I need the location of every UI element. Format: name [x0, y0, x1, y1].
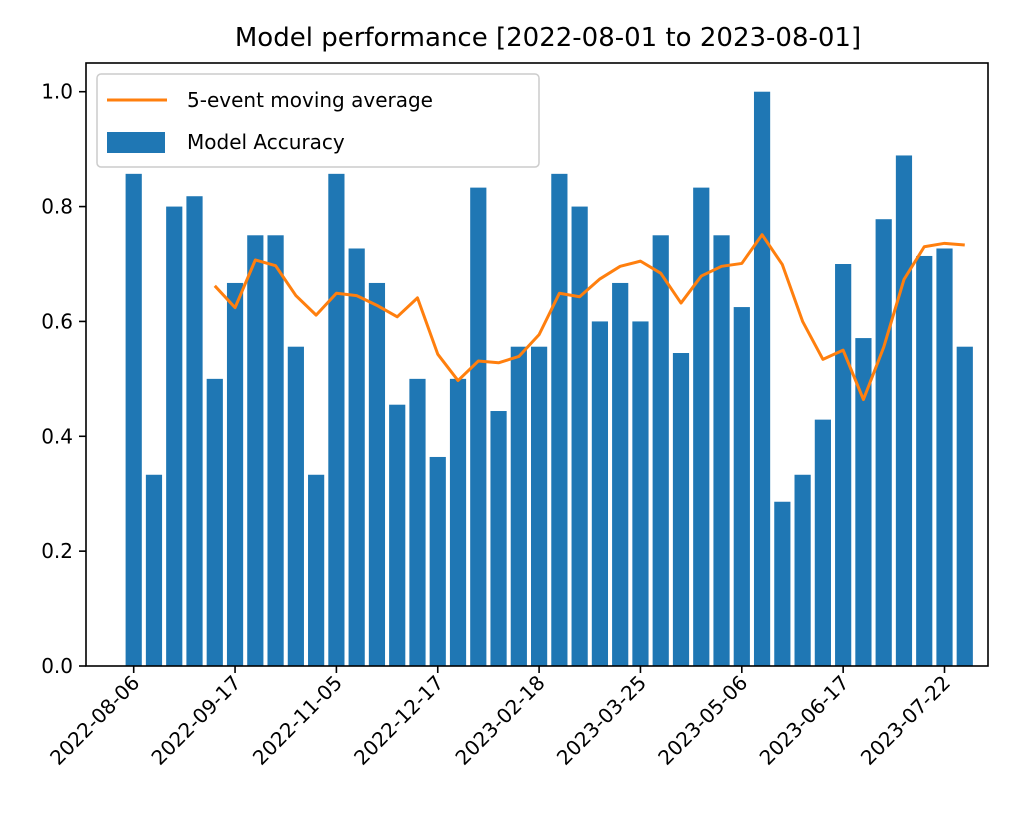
y-tick-label: 0.0 [41, 654, 73, 678]
bar [287, 346, 304, 666]
y-tick-label: 0.6 [41, 309, 73, 333]
bar [632, 321, 649, 666]
x-tick-label: 2023-02-18 [450, 671, 549, 770]
moving-average-line [213, 233, 965, 402]
bar [470, 187, 487, 666]
bar [226, 282, 244, 666]
bar [895, 155, 913, 666]
bar [389, 404, 406, 666]
bar [591, 321, 609, 666]
bar [247, 235, 264, 667]
bar [368, 282, 386, 666]
moving-average-series [213, 233, 965, 402]
bar [125, 173, 142, 666]
bar [429, 456, 446, 666]
x-tick-label: 2022-08-06 [45, 671, 144, 770]
legend-box [96, 73, 540, 168]
bar [206, 378, 223, 666]
legend-swatch-bar [107, 132, 165, 153]
y-tick-label: 0.8 [41, 195, 73, 219]
bar [916, 255, 933, 666]
bar [672, 353, 690, 666]
chart-title: Model performance [2022-08-01 to 2023-08… [235, 23, 861, 53]
bar [145, 474, 163, 666]
bar [835, 264, 852, 666]
y-tick-label: 0.2 [41, 539, 73, 563]
bar [449, 378, 467, 666]
legend: 5-event moving average Model Accuracy [96, 73, 540, 168]
bar [936, 248, 953, 667]
bar [571, 206, 588, 666]
x-tick-label: 2022-09-17 [146, 671, 245, 770]
bar [308, 474, 325, 666]
bar [612, 282, 629, 666]
bar [753, 91, 771, 666]
bar [956, 346, 973, 666]
bar [693, 187, 710, 666]
bar [551, 173, 568, 666]
bar [186, 196, 203, 667]
x-tick-label: 2022-12-17 [349, 671, 448, 770]
bar [652, 235, 669, 667]
bar [490, 411, 507, 666]
bar [267, 235, 284, 667]
x-tick-label: 2023-05-06 [653, 671, 752, 770]
bar [733, 307, 750, 666]
bar [814, 419, 831, 666]
bar [531, 346, 548, 666]
legend-label-moving-average: 5-event moving average [187, 88, 433, 112]
x-tick-label: 2023-07-22 [856, 671, 955, 770]
bar [713, 235, 730, 667]
plot-frame [85, 62, 989, 667]
y-tick-label: 1.0 [41, 80, 73, 104]
bar [409, 378, 426, 666]
x-axis: 2022-08-06 2022-09-17 2022-11-05 2022-12-17… [45, 666, 955, 770]
bar [875, 219, 892, 666]
y-tick-label: 0.4 [41, 424, 73, 448]
bar [510, 346, 527, 666]
x-tick-label: 2023-06-17 [755, 671, 854, 770]
bar [328, 173, 345, 666]
x-tick-label: 2022-11-05 [248, 671, 347, 770]
bar [166, 206, 183, 666]
bar [855, 338, 872, 666]
bar [348, 248, 365, 667]
y-axis: 0.0 0.2 0.4 0.6 0.8 1.0 [41, 80, 86, 678]
bar [794, 474, 811, 666]
bar-series [125, 91, 973, 667]
legend-label-model-accuracy: Model Accuracy [187, 130, 345, 154]
x-tick-label: 2023-03-25 [552, 671, 651, 770]
bar [774, 501, 791, 666]
